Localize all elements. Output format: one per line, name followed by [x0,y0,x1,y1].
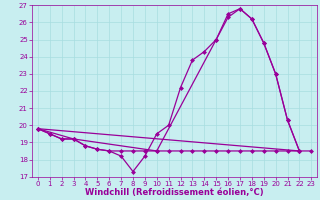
X-axis label: Windchill (Refroidissement éolien,°C): Windchill (Refroidissement éolien,°C) [85,188,264,197]
